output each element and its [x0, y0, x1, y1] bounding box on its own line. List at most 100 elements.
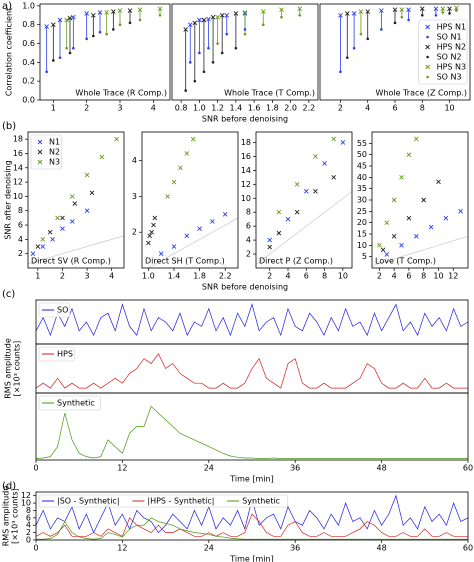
point: [215, 14, 220, 20]
x-tick-label: 1.0: [142, 272, 155, 281]
y-tick-label: 8: [18, 206, 23, 215]
point: [242, 10, 248, 15]
y-axis-label: RMS amplitude: [2, 486, 11, 547]
y-tick-label: 40: [357, 173, 367, 182]
plot-frame: [255, 131, 353, 269]
series-line: [36, 517, 468, 540]
x-tick-label: 1.0: [193, 104, 206, 113]
panel-title: Direct SH (T Comp.): [145, 257, 225, 266]
y-tick-label: 30: [357, 196, 367, 205]
x-tick-label: 4: [109, 272, 114, 281]
point: [147, 233, 152, 239]
x-tick-label: 24: [204, 464, 214, 473]
point: [313, 188, 318, 194]
x-tick-label: 0: [33, 544, 38, 553]
y-tick-label: 18: [13, 135, 23, 144]
legend-label: N1: [49, 138, 60, 147]
point: [51, 22, 56, 28]
y-tick-label: 12: [241, 180, 251, 189]
point: [331, 175, 337, 180]
x-tick-label: 4: [365, 104, 370, 113]
y-tick-label: 25: [357, 207, 367, 216]
x-tick-label: 0.8: [175, 104, 188, 113]
point: [433, 6, 439, 12]
point: [187, 22, 193, 28]
plot-area: [36, 353, 468, 389]
point: [171, 179, 177, 185]
point: [72, 201, 78, 206]
x-tick-label: 6: [392, 104, 397, 113]
point: [339, 70, 342, 74]
reference-line: [372, 235, 468, 267]
point: [242, 11, 248, 16]
y-tick-label: 14: [241, 166, 251, 175]
y-tick-label: 0.6: [22, 39, 35, 48]
point: [84, 208, 90, 214]
point: [297, 6, 303, 12]
x-tick-label: 4: [285, 272, 290, 281]
point: [351, 11, 357, 16]
point: [331, 136, 337, 142]
point: [267, 244, 273, 250]
y-tick-label: 6: [246, 222, 251, 231]
plot-area: [372, 136, 468, 267]
panel-title: Whole Trace (R Comp.): [75, 89, 167, 98]
x-tick-label: 2.0: [284, 104, 297, 113]
point: [260, 9, 266, 14]
y-tick-label: 35: [357, 184, 367, 193]
point: [201, 17, 207, 23]
point: [243, 32, 247, 36]
point: [434, 13, 438, 17]
point: [406, 152, 412, 157]
x-tick-label: 4: [151, 104, 156, 113]
point: [127, 8, 133, 13]
point: [285, 216, 291, 222]
point: [60, 215, 65, 221]
y-tick-label: 5: [362, 252, 367, 261]
y-axis-label: RMS amplitude: [4, 338, 13, 399]
point: [152, 215, 158, 221]
x-tick-label: 60: [463, 464, 473, 473]
point: [60, 226, 65, 231]
point: [392, 7, 398, 12]
point: [391, 197, 397, 203]
point: [92, 34, 95, 38]
x-tick-label: 8: [322, 272, 327, 281]
plot-frame: [35, 491, 469, 541]
plot-area: [146, 136, 238, 268]
x-tick-label: 12: [117, 464, 127, 473]
panel-label: (b): [2, 121, 16, 132]
point: [50, 237, 55, 242]
y-tick-label: 2: [246, 250, 251, 259]
x-tick-label: 2: [267, 272, 272, 281]
plot-frame: [35, 299, 469, 345]
point: [149, 229, 154, 235]
point: [338, 12, 343, 18]
y-tick-label: 18: [241, 138, 251, 147]
plot-area: [36, 303, 468, 337]
panel-label: (d): [2, 481, 16, 492]
x-tick-label: 10: [433, 272, 443, 281]
x-tick-label: 8: [421, 272, 426, 281]
y-tick-label: 1.0: [22, 1, 35, 10]
point: [188, 61, 192, 64]
point: [294, 181, 300, 187]
point: [234, 46, 238, 50]
point: [146, 240, 151, 246]
point: [261, 23, 265, 27]
y-tick-label: 2: [26, 528, 31, 537]
y-tick-label: 50: [357, 150, 367, 159]
point: [365, 9, 371, 14]
y-tick-label: 55: [357, 139, 367, 148]
point: [436, 179, 441, 185]
y-axis-label: Correlation coefficient: [5, 8, 14, 96]
x-axis-label: SNR before denoising: [202, 283, 288, 292]
point: [99, 154, 105, 160]
x-tick-label: 4: [392, 272, 397, 281]
point: [71, 14, 76, 20]
point: [67, 15, 73, 21]
x-tick-label: 2: [377, 272, 382, 281]
x-tick-label: 36: [290, 544, 300, 553]
panel-label: a): [2, 1, 12, 12]
legend-label: |SO - Synthetic|: [57, 497, 120, 506]
